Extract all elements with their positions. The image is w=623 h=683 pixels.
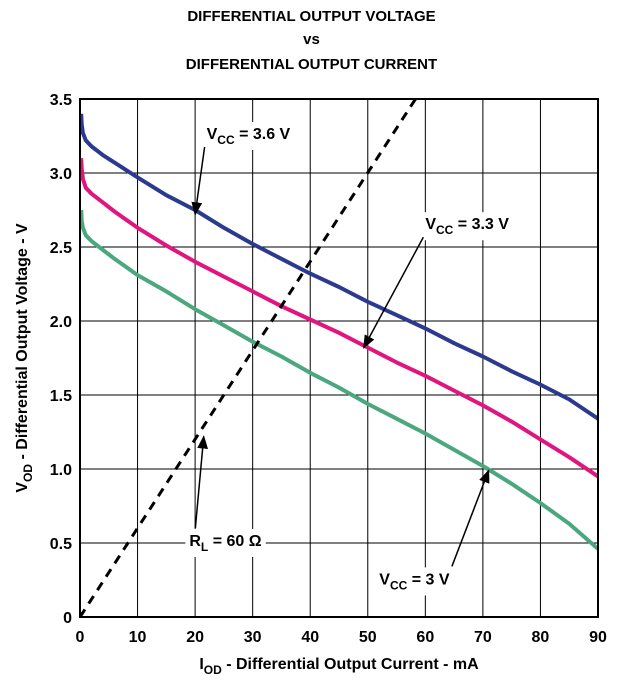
series-line-1 (79, 113, 600, 421)
annotation-label-2: VCC = 3.3 V (425, 216, 509, 237)
chart-title-line-1: DIFFERENTIAL OUTPUT VOLTAGE (187, 8, 436, 25)
y-tick-label: 3.0 (50, 166, 72, 183)
series-line-2 (79, 158, 600, 479)
series-line-3 (79, 209, 600, 551)
x-tick-label: 60 (416, 629, 434, 646)
chart-title-line-2: vs (303, 31, 320, 48)
y-tick-label: 2.5 (50, 240, 72, 257)
annotation-arrow (363, 236, 424, 349)
x-tick-label: 70 (474, 629, 492, 646)
x-tick-label: 80 (532, 629, 550, 646)
y-tick-label: 0 (63, 610, 72, 627)
annotation-backdrop (202, 121, 295, 150)
x-tick-label: 10 (129, 629, 147, 646)
annotation-arrow (451, 469, 490, 567)
annotation-label-3: RL = 60 Ω (189, 533, 261, 554)
y-tick-label: 1.5 (50, 388, 72, 405)
x-tick-label: 30 (244, 629, 262, 646)
x-tick-label: 0 (76, 629, 85, 646)
x-tick-label: 50 (359, 629, 377, 646)
x-tick-label: 20 (186, 629, 204, 646)
annotation-label-4: VCC = 3 V (379, 571, 450, 592)
x-axis-label: IOD - Differential Output Current - mA (199, 656, 479, 677)
annotation-backdrop (375, 567, 454, 596)
annotation-backdrop (421, 212, 514, 241)
plot-frame (79, 98, 599, 618)
series-line-4 (78, 98, 417, 618)
y-tick-label: 3.5 (50, 92, 72, 109)
x-tick-label: 90 (589, 629, 607, 646)
chart-title-line-3: DIFFERENTIAL OUTPUT CURRENT (185, 56, 438, 73)
y-tick-label: 0.5 (50, 536, 72, 553)
annotation-arrow (191, 146, 206, 216)
annotation-arrow (194, 435, 209, 529)
y-axis-label: VOD - Differential Output Voltage - V (14, 223, 35, 493)
y-tick-label: 2.0 (50, 314, 72, 331)
annotation-label-1: VCC = 3.6 V (207, 126, 291, 147)
x-tick-label: 40 (301, 629, 319, 646)
y-tick-label: 1.0 (50, 462, 72, 479)
annotation-backdrop (185, 528, 266, 557)
